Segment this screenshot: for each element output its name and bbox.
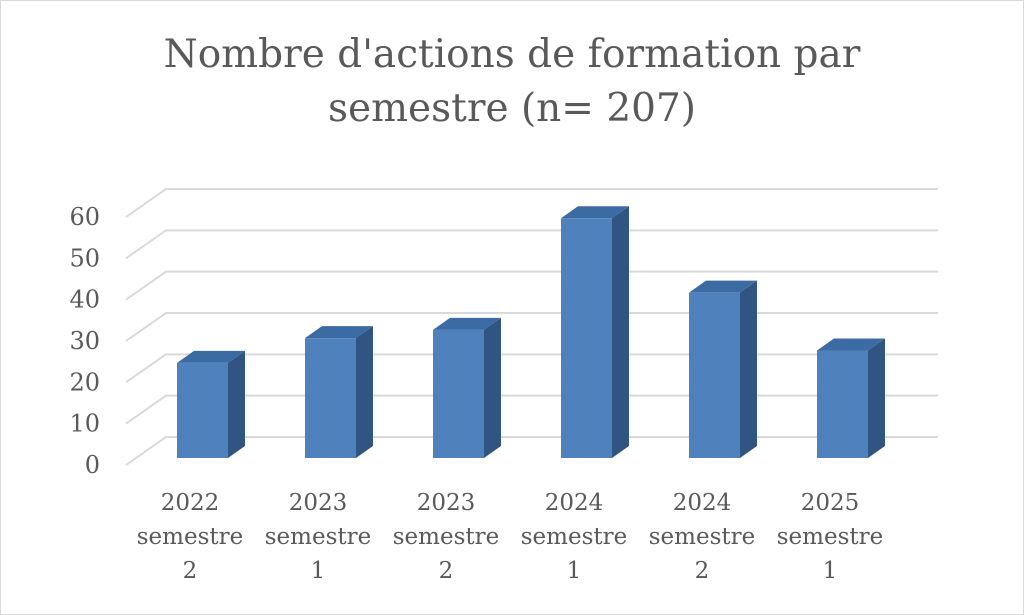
chart-title-line-2: semestre (n= 207)	[327, 86, 697, 131]
x-category-label-line: 1	[823, 558, 838, 584]
gridline	[125, 312, 938, 342]
x-category-label: 2024 semestre 1	[521, 490, 628, 584]
x-category-label-line: semestre	[777, 524, 884, 550]
bar-top	[177, 350, 245, 363]
x-category-label-line: 2	[695, 558, 710, 584]
bar-top	[561, 206, 629, 219]
bar	[561, 218, 612, 458]
y-tick-label: 20	[69, 368, 100, 396]
chart-title: Nombre d'actions de formation par semest…	[0, 28, 1024, 136]
bar-top	[689, 280, 757, 293]
gridline	[125, 353, 938, 384]
x-category-label-line: semestre	[265, 524, 372, 550]
bar-side	[612, 206, 629, 458]
bar-side	[228, 350, 245, 458]
y-tick-label: 40	[69, 286, 100, 314]
bar-top	[305, 326, 373, 339]
bar	[433, 329, 484, 458]
y-tick-label: 10	[69, 410, 100, 438]
x-category-label-line: 1	[567, 558, 582, 584]
bar-top	[433, 317, 501, 330]
x-category-label-line: semestre	[137, 524, 244, 550]
bar-top	[817, 338, 885, 351]
x-category-label-line: 2025	[801, 490, 860, 516]
bar	[689, 292, 740, 458]
x-category-label: 2022 semestre 2	[137, 490, 244, 584]
bar	[177, 362, 228, 458]
bar-side	[484, 317, 501, 458]
x-category-label-line: 2022	[161, 490, 220, 516]
x-category-label-line: 2	[439, 558, 454, 584]
x-category-label-line: 1	[311, 558, 326, 584]
x-category-label-line: semestre	[521, 524, 628, 550]
gridline	[125, 270, 938, 301]
x-category-label: 2023 semestre 1	[265, 490, 372, 584]
bar-side	[740, 280, 757, 458]
x-category-label-line: 2024	[673, 490, 732, 516]
x-category-label-line: 2	[183, 558, 198, 584]
gridline	[125, 394, 938, 425]
bar	[305, 338, 356, 458]
x-category-label: 2025 semestre 1	[777, 490, 884, 584]
y-tick-label: 60	[69, 203, 100, 231]
bar-side	[356, 326, 373, 458]
y-tick-label: 0	[85, 451, 100, 479]
y-tick-label: 30	[69, 327, 100, 355]
x-category-label: 2023 semestre 2	[393, 490, 500, 584]
bar-side	[868, 338, 885, 458]
y-tick-label: 50	[69, 244, 100, 272]
gridline	[125, 436, 938, 466]
x-category-label-line: semestre	[393, 524, 500, 550]
x-category-label: 2024 semestre 2	[649, 490, 756, 584]
gridline	[125, 229, 938, 260]
gridline	[125, 188, 938, 218]
chart-title-line-1: Nombre d'actions de formation par	[163, 32, 861, 77]
x-category-label-line: 2023	[417, 490, 476, 516]
bar	[817, 350, 868, 458]
x-category-label-line: 2023	[289, 490, 348, 516]
x-category-label-line: semestre	[649, 524, 756, 550]
x-category-label-line: 2024	[545, 490, 604, 516]
